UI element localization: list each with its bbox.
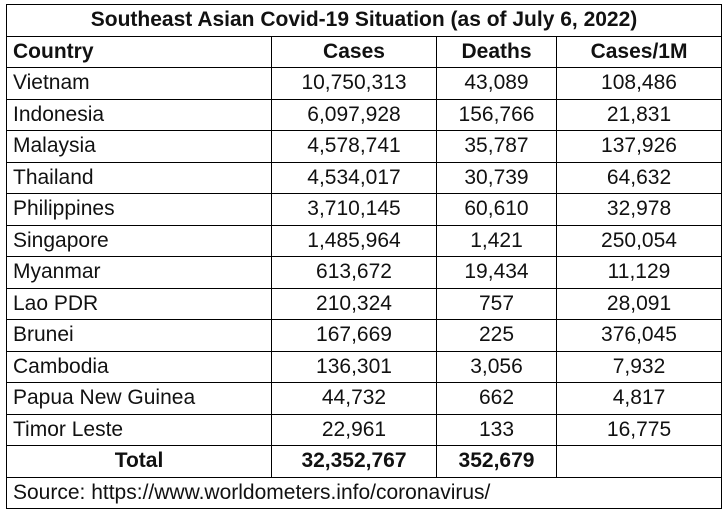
data-row: Lao PDR 210,324 757 28,091 (6, 287, 723, 320)
number-cell: 22,961 (271, 413, 437, 446)
data-row: Myanmar 613,672 19,434 11,129 (6, 256, 723, 289)
number-cell: 3,710,145 (271, 193, 437, 226)
number-cell: 250,054 (555, 224, 723, 257)
country-cell: Philippines (6, 193, 272, 226)
total-cell: 32,352,767 (271, 445, 437, 478)
data-row: Vietnam 10,750,313 43,089 108,486 (6, 67, 723, 100)
header-cell: Deaths (436, 35, 557, 68)
number-cell: 64,632 (555, 161, 723, 194)
table-body: Southeast Asian Covid-19 Situation (as o… (5, 4, 723, 509)
country-cell: Singapore (6, 224, 272, 257)
country-cell: Thailand (6, 161, 272, 194)
empty-cell (555, 445, 723, 478)
data-row: Philippines 3,710,145 60,610 32,978 (6, 193, 723, 226)
number-cell: 6,097,928 (271, 98, 437, 131)
number-cell: 3,056 (436, 350, 557, 383)
number-cell: 4,817 (555, 382, 723, 415)
number-cell: 44,732 (271, 382, 437, 415)
number-cell: 21,831 (555, 98, 723, 131)
number-cell: 35,787 (436, 130, 557, 163)
number-cell: 613,672 (271, 256, 437, 289)
data-row: Indonesia 6,097,928 156,766 21,831 (6, 98, 723, 131)
header-cell: Country (6, 35, 272, 68)
number-cell: 11,129 (555, 256, 723, 289)
number-cell: 7,932 (555, 350, 723, 383)
data-row: Thailand 4,534,017 30,739 64,632 (6, 161, 723, 194)
country-cell: Myanmar (6, 256, 272, 289)
total-row: Total 32,352,767 352,679 (6, 445, 723, 478)
data-row: Papua New Guinea 44,732 662 4,817 (6, 382, 723, 415)
source-row: Source: https://www.worldometers.info/co… (5, 476, 723, 509)
number-cell: 4,578,741 (271, 130, 437, 163)
country-cell: Cambodia (6, 350, 272, 383)
number-cell: 4,534,017 (271, 161, 437, 194)
number-cell: 30,739 (436, 161, 557, 194)
covid-table: Southeast Asian Covid-19 Situation (as o… (5, 4, 723, 509)
number-cell: 662 (436, 382, 557, 415)
table-title: Southeast Asian Covid-19 Situation (as o… (5, 4, 723, 37)
number-cell: 137,926 (555, 130, 723, 163)
header-cell: Cases (271, 35, 437, 68)
number-cell: 210,324 (271, 287, 437, 320)
number-cell: 136,301 (271, 350, 437, 383)
number-cell: 376,045 (555, 319, 723, 352)
number-cell: 108,486 (555, 67, 723, 100)
number-cell: 28,091 (555, 287, 723, 320)
country-cell: Papua New Guinea (6, 382, 272, 415)
title-row: Southeast Asian Covid-19 Situation (as o… (5, 4, 723, 37)
number-cell: 60,610 (436, 193, 557, 226)
source-text: Source: https://www.worldometers.info/co… (5, 476, 723, 509)
data-row: Malaysia 4,578,741 35,787 137,926 (6, 130, 723, 163)
number-cell: 19,434 (436, 256, 557, 289)
number-cell: 133 (436, 413, 557, 446)
data-row: Singapore 1,485,964 1,421 250,054 (6, 224, 723, 257)
total-cell: 352,679 (436, 445, 557, 478)
number-cell: 10,750,313 (271, 67, 437, 100)
number-cell: 757 (436, 287, 557, 320)
number-cell: 32,978 (555, 193, 723, 226)
country-cell: Brunei (6, 319, 272, 352)
country-cell: Lao PDR (6, 287, 272, 320)
country-cell: Timor Leste (6, 413, 272, 446)
number-cell: 16,775 (555, 413, 723, 446)
data-row: Timor Leste 22,961 133 16,775 (6, 413, 723, 446)
data-row: Cambodia 136,301 3,056 7,932 (6, 350, 723, 383)
number-cell: 43,089 (436, 67, 557, 100)
country-cell: Malaysia (6, 130, 272, 163)
header-row: Country Cases Deaths Cases/1M (6, 35, 723, 68)
total-cell: Total (6, 445, 272, 478)
number-cell: 1,485,964 (271, 224, 437, 257)
data-row: Brunei 167,669 225 376,045 (6, 319, 723, 352)
country-cell: Indonesia (6, 98, 272, 131)
number-cell: 167,669 (271, 319, 437, 352)
number-cell: 225 (436, 319, 557, 352)
header-cell: Cases/1M (555, 35, 723, 68)
number-cell: 156,766 (436, 98, 557, 131)
country-cell: Vietnam (6, 67, 272, 100)
number-cell: 1,421 (436, 224, 557, 257)
